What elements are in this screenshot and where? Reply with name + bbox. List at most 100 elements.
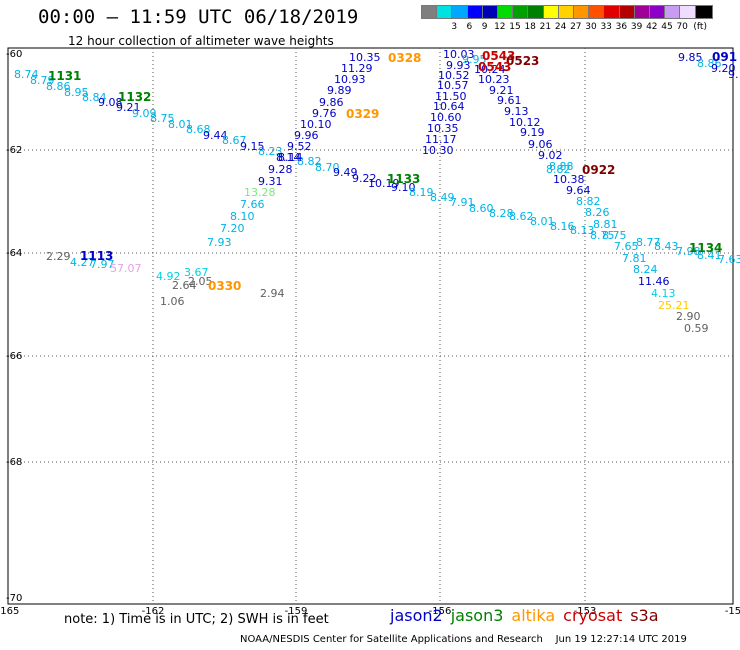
wave-height-label: 8.24 — [633, 263, 658, 276]
wave-height-label: 8.82 — [576, 195, 601, 208]
wave-height-label: 10.19 — [368, 177, 400, 190]
lon-tick-label: -159 — [285, 606, 308, 617]
wave-height-label: 9.02 — [538, 149, 563, 162]
wave-height-label: 10.10 — [300, 118, 332, 131]
wave-height-label: 9.21 — [116, 101, 141, 114]
wave-height-label: 9.28 — [268, 163, 293, 176]
pass-time-label: 1113 — [80, 249, 113, 263]
wave-height-label: 8.10 — [230, 210, 255, 223]
wave-height-label: 8.13 — [570, 224, 595, 237]
wave-height-label: 8.82 — [297, 155, 322, 168]
wave-height-label: 10.30 — [422, 144, 454, 157]
lat-tick-label: -66 — [6, 351, 22, 362]
wave-height-label: 7.98 — [676, 245, 701, 258]
wave-height-label: 4.92 — [156, 270, 181, 283]
pass-time-label: 0523 — [506, 54, 539, 68]
wave-height-label: 9.89 — [327, 84, 352, 97]
wave-height-label: 9.85 — [678, 51, 703, 64]
wave-height-label: 4.13 — [651, 287, 676, 300]
credit-line: NOAA/NESDIS Center for Satellite Applica… — [240, 634, 687, 645]
wave-height-label: 8.95 — [64, 86, 89, 99]
wave-height-label: 2.64 — [172, 279, 197, 292]
lon-tick-label: -15 — [725, 606, 740, 617]
pass-time-label: 1132 — [118, 90, 151, 104]
wave-height-label: 10.93 — [334, 73, 366, 86]
wave-height-label: 9.08 — [98, 96, 123, 109]
wave-height-label: 8.70 — [315, 161, 340, 174]
wave-height-label: 8.23 — [258, 145, 283, 158]
wave-height-label: 8.77 — [636, 236, 661, 249]
wave-height-label: 10.03 — [443, 48, 475, 61]
wave-height-label: 8.49 — [430, 191, 455, 204]
color-scale-label: 70 — [676, 22, 688, 32]
wave-height-label: 7.66 — [240, 198, 265, 211]
lat-tick-label: -60 — [6, 49, 22, 60]
wave-height-label: 9.61 — [497, 94, 522, 107]
lon-tick-label: -162 — [142, 606, 165, 617]
lon-tick-label: -156 — [429, 606, 452, 617]
wave-height-label: 11.46 — [638, 275, 670, 288]
wave-height-label: 8.26 — [585, 206, 610, 219]
wave-height-label: 9.86 — [319, 96, 344, 109]
color-scale-label: 45 — [661, 22, 673, 32]
lon-tick-label: -165 — [0, 606, 19, 617]
wave-height-label: 7.20 — [220, 222, 245, 235]
wave-height-label: 10.35 — [349, 51, 381, 64]
wave-height-label: 9.10 — [391, 181, 416, 194]
wave-height-label: 7.91 — [450, 196, 475, 209]
color-scale-label: 21 — [539, 22, 552, 32]
map-subtitle: 12 hour collection of altimeter wave hei… — [68, 34, 334, 48]
wave-height-label: 8.86 — [46, 80, 71, 93]
wave-height-label: 10.64 — [433, 100, 465, 113]
legend-item-altika: altika — [511, 606, 556, 625]
wave-height-label: 13.28 — [244, 186, 276, 199]
wave-height-label: 11.29 — [341, 62, 373, 75]
wave-height-label: 8.43 — [654, 240, 679, 253]
wave-height-label: 10.23 — [478, 73, 510, 86]
pass-time-label: 0543 — [482, 49, 515, 63]
wave-height-label: 8.81 — [593, 218, 618, 231]
wave-height-label: 8.75 — [590, 229, 615, 242]
wave-height-label: 8.74 — [14, 68, 39, 81]
pass-time-label: 1133 — [387, 172, 420, 186]
color-scale-label: 9 — [481, 22, 488, 32]
wave-height-label: 2.05 — [188, 275, 213, 288]
wave-height-label: 10.52 — [438, 69, 470, 82]
wave-height-label: 8.68 — [186, 123, 211, 136]
wave-height-label: 8.01 — [530, 215, 555, 228]
color-scale-label: 33 — [600, 22, 612, 32]
pass-time-label: 0328 — [388, 51, 421, 65]
wave-height-label: 8.28 — [489, 207, 514, 220]
wave-height-label: 8.19 — [409, 186, 434, 199]
wave-height-label: 9.76 — [312, 107, 337, 120]
wave-height-label: 9.52 — [287, 140, 312, 153]
wave-height-label: 9.95 — [462, 53, 487, 66]
wave-height-label: 9.22 — [352, 172, 377, 185]
wave-height-label: 9.96 — [294, 129, 319, 142]
wave-height-label: 11.50 — [435, 90, 467, 103]
color-scale-unit: (ft) — [693, 22, 707, 32]
wave-height-label: 8.82 — [546, 163, 571, 176]
satellite-legend: jason2 jason3 altika cryosat s3a — [390, 606, 667, 625]
wave-height-label: 10.38 — [553, 173, 585, 186]
wave-height-label: 8.14 — [276, 151, 301, 164]
color-scale-label: 39 — [630, 22, 643, 32]
wave-height-label: 0.59 — [684, 322, 709, 335]
wave-height-label: 9.09 — [132, 107, 157, 120]
map-title: 00:00 – 11:59 UTC 06/18/2019 — [38, 6, 359, 28]
wave-height-label: 9.19 — [520, 126, 545, 139]
wave-height-label: 10.24 — [474, 63, 506, 76]
wave-height-label: 8.67 — [222, 134, 247, 147]
map-frame — [7, 47, 734, 605]
wave-height-label: 8.84 — [82, 91, 107, 104]
wave-height-label: 9.64 — [566, 184, 591, 197]
footer-note: note: 1) Time is in UTC; 2) SWH is in fe… — [64, 612, 329, 627]
wave-height-label: 2.90 — [676, 310, 701, 323]
lat-tick-label: -64 — [6, 248, 22, 259]
color-scale-label: 27 — [570, 22, 582, 32]
wave-height-label: 8.14 — [278, 151, 303, 164]
wave-height-label: 9.49 — [333, 166, 358, 179]
pass-time-label: 0329 — [346, 107, 379, 121]
lat-tick-label: -62 — [6, 145, 22, 156]
